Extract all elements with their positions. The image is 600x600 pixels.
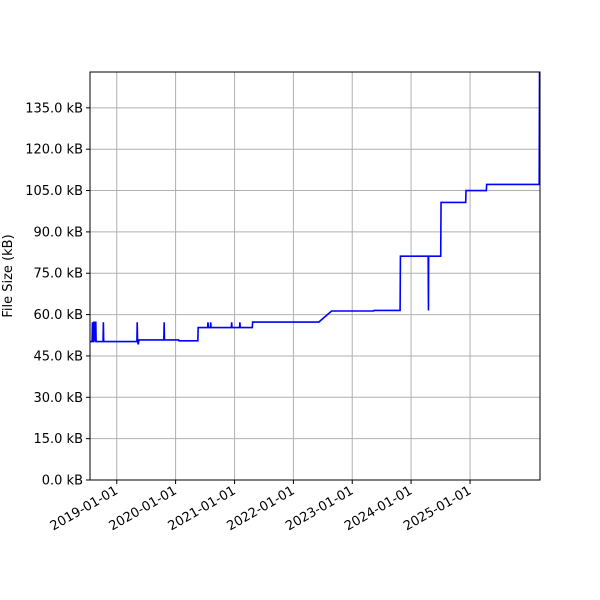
y-axis-ticks: 0.0 kB 15.0 kB 30.0 kB 45.0 kB 60.0 kB 75.0 k… xyxy=(25,101,90,489)
y-tick-label: 135.0 kB xyxy=(25,101,83,116)
x-axis-ticks: 2019-01-012020-01-012021-01-012022-01-01… xyxy=(48,480,474,534)
y-tick-label: 30.0 kB xyxy=(33,391,83,406)
y-tick-label: 120.0 kB xyxy=(25,143,83,158)
grid-lines xyxy=(90,72,540,481)
y-tick-label: 15.0 kB xyxy=(33,432,83,447)
y-tick-label: 105.0 kB xyxy=(25,184,83,199)
y-tick-label: 0.0 kB xyxy=(42,474,83,489)
y-tick-label: 75.0 kB xyxy=(33,267,83,282)
y-tick-label: 60.0 kB xyxy=(33,308,83,323)
y-axis-label: File Size (kB) xyxy=(1,234,16,317)
plot-frame xyxy=(89,71,541,481)
series-layer xyxy=(90,72,540,345)
y-tick-label: 90.0 kB xyxy=(33,225,83,240)
y-tick-label: 45.0 kB xyxy=(33,349,83,364)
x-tick-label: 2025-01-01 xyxy=(401,483,474,534)
series-line xyxy=(90,72,540,345)
